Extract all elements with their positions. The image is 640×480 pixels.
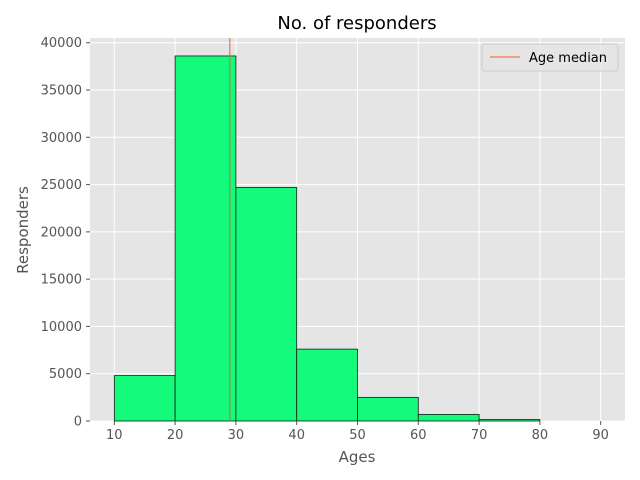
y-tick-label: 0 <box>74 415 82 430</box>
histogram-bar <box>174 55 237 422</box>
legend-median-label: Age median <box>529 51 607 66</box>
x-tick-label: 70 <box>471 428 488 443</box>
histogram-bar <box>357 396 419 422</box>
histogram-bars <box>113 55 541 422</box>
x-tick-label: 60 <box>410 428 427 443</box>
y-tick-label: 40000 <box>41 36 82 51</box>
y-tick-label: 30000 <box>41 131 82 146</box>
y-axis-ticks: 0 5000 10000 15000 20000 25000 30000 35000 40000 <box>41 36 90 430</box>
histogram-bar <box>478 419 541 422</box>
x-tick-label: 30 <box>228 428 245 443</box>
y-tick-label: 10000 <box>41 320 82 335</box>
histogram-bar <box>113 375 176 422</box>
histogram-bar <box>296 348 358 422</box>
y-axis-label: Responders <box>14 186 32 274</box>
x-tick-label: 50 <box>349 428 366 443</box>
y-tick-label: 15000 <box>41 273 82 288</box>
histogram-bar <box>417 413 480 422</box>
x-tick-label: 90 <box>592 428 609 443</box>
legend: Age median <box>481 43 619 72</box>
x-tick-label: 40 <box>288 428 305 443</box>
x-axis-label: Ages <box>339 448 376 466</box>
chart-title: No. of responders <box>277 13 436 34</box>
x-tick-label: 80 <box>532 428 549 443</box>
x-tick-label: 20 <box>167 428 184 443</box>
x-tick-label: 10 <box>106 428 123 443</box>
y-tick-label: 20000 <box>41 225 82 240</box>
histogram-bar <box>235 187 298 422</box>
y-tick-label: 5000 <box>49 367 82 382</box>
x-axis-ticks: 10 20 30 40 50 60 70 80 90 <box>106 421 609 443</box>
y-tick-label: 35000 <box>41 84 82 99</box>
legend-box <box>481 43 619 72</box>
y-tick-label: 25000 <box>41 178 82 193</box>
